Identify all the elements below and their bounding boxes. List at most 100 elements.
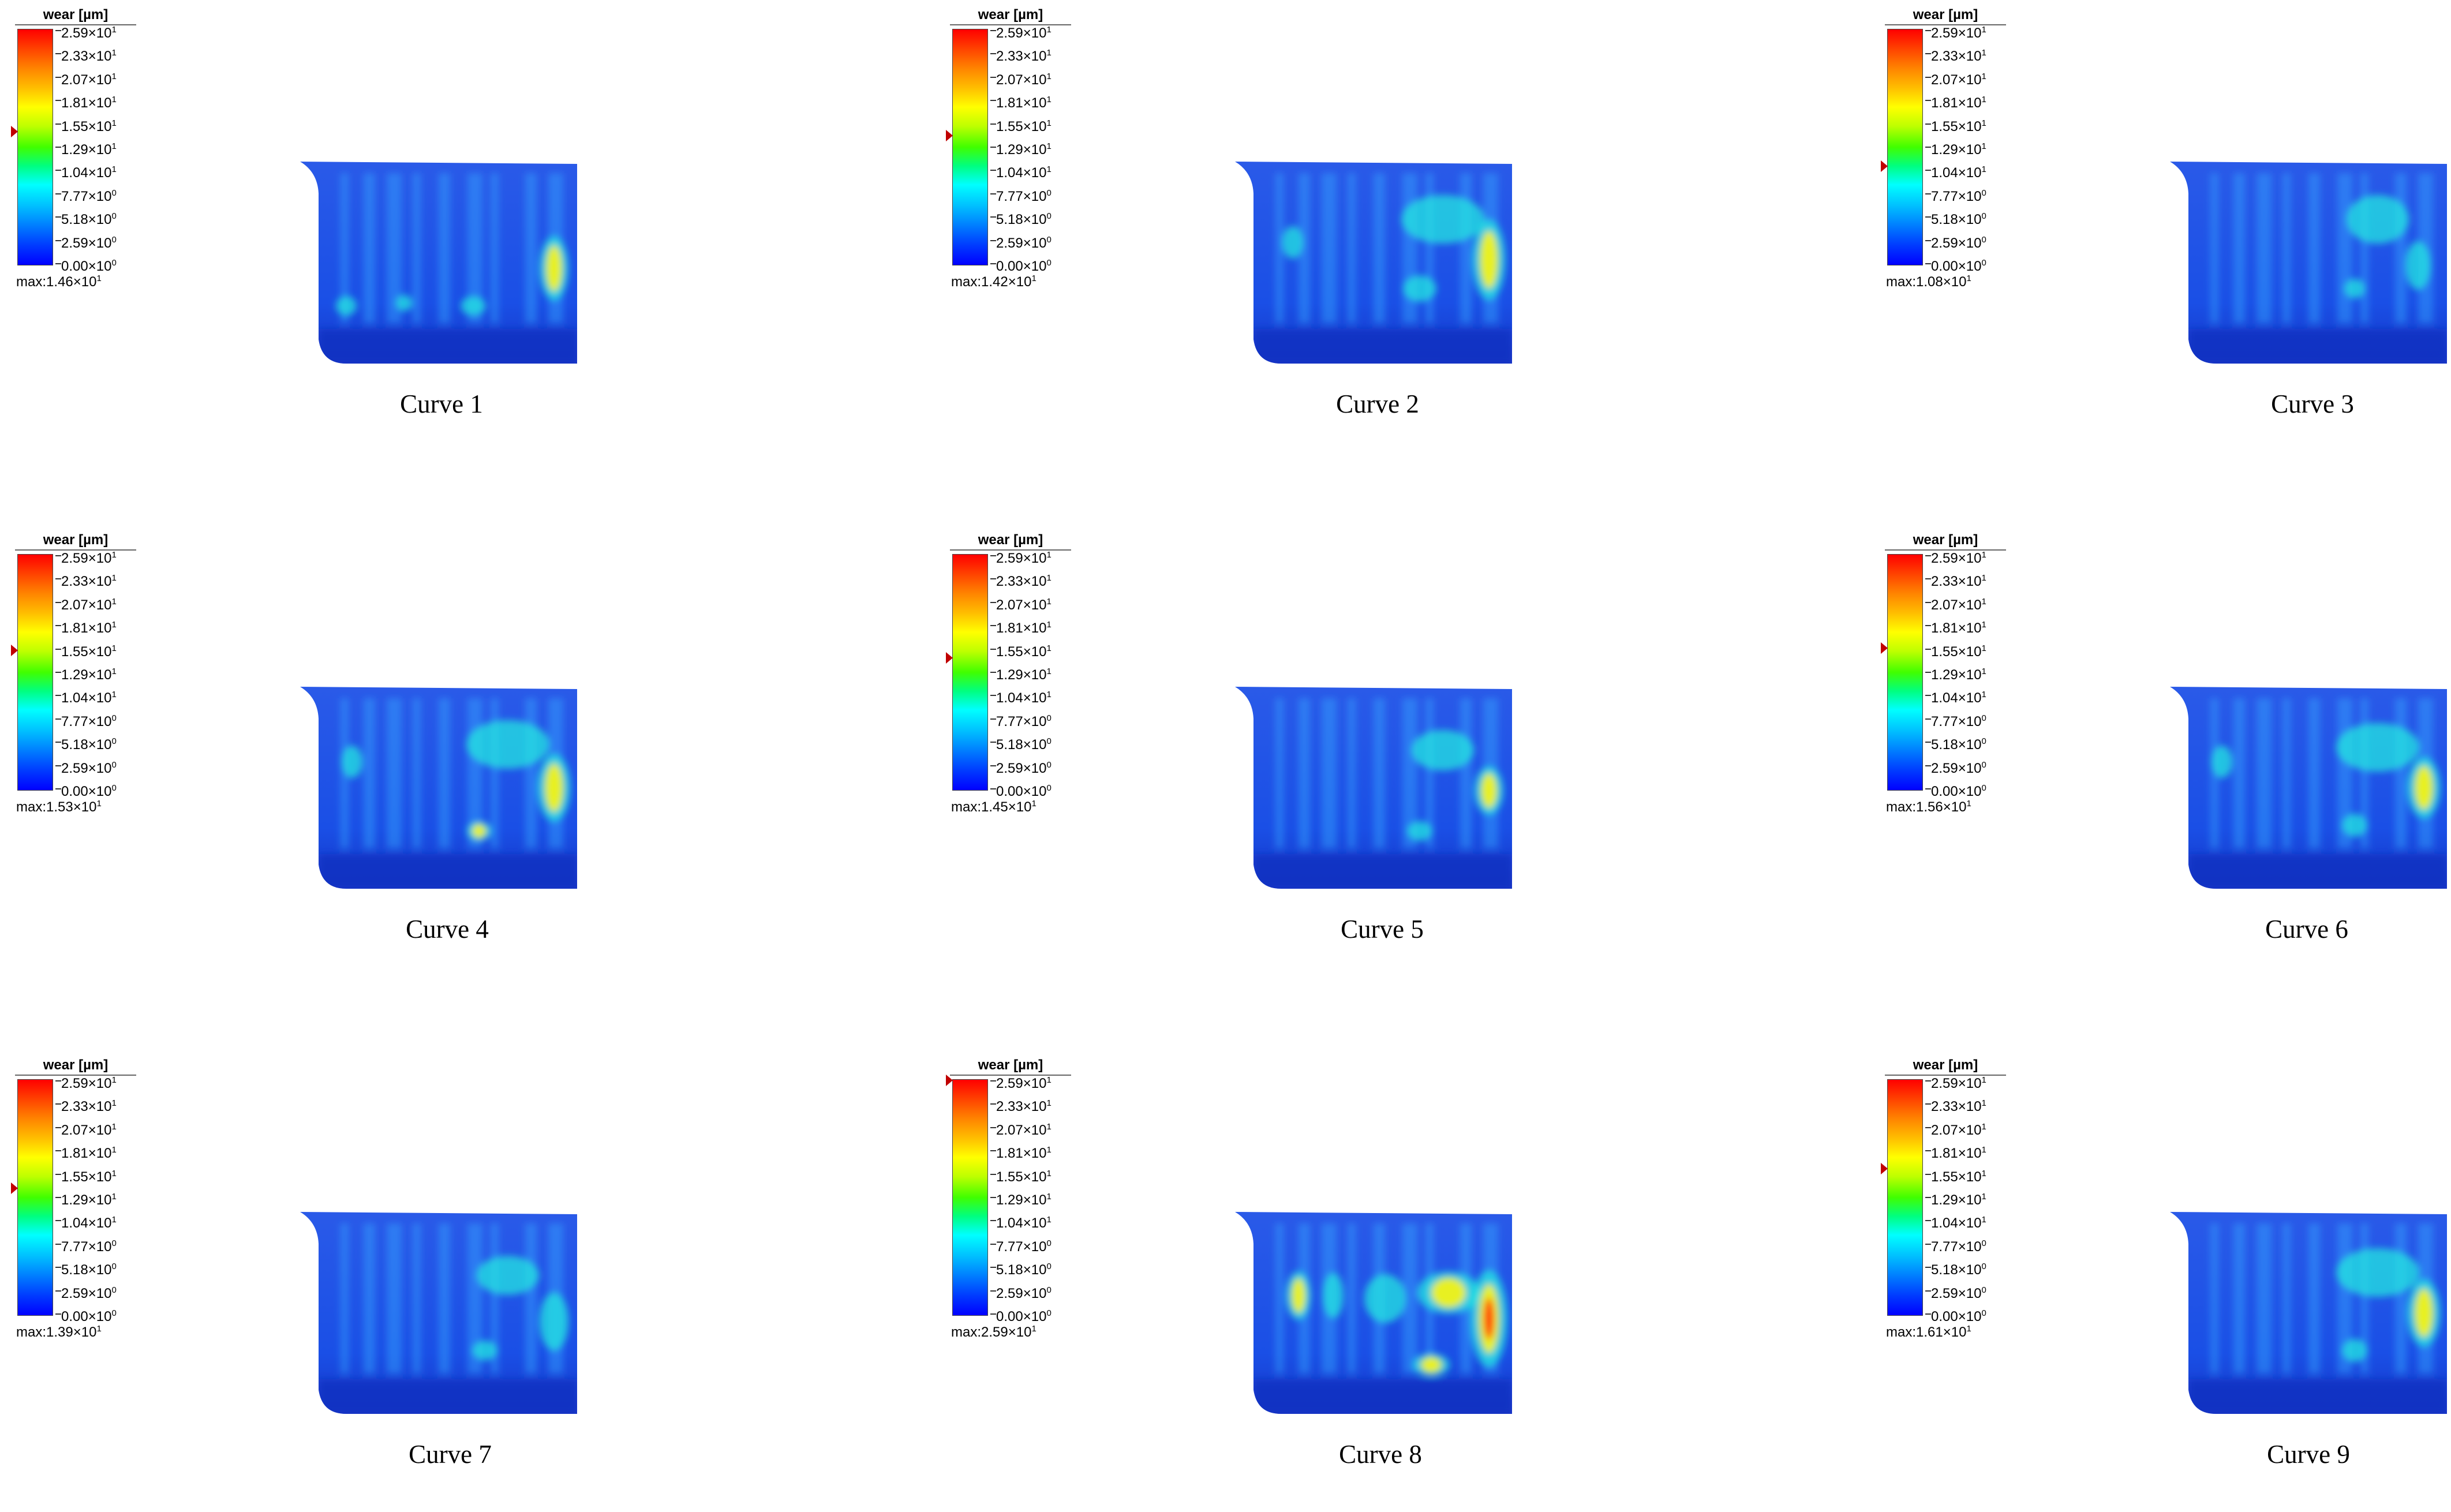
wear-legend: wear [µm] 2.59×101 2.33×101 2.07×101 1.81×10…	[946, 7, 1071, 290]
legend-title: wear [µm]	[1913, 532, 1978, 548]
wear-legend: wear [µm] 2.59×101 2.33×101 2.07×101 1.81×10…	[946, 1057, 1071, 1340]
tick-mantissa: 1.29	[1931, 142, 1958, 158]
colorbar-tick-label: 1.04×101	[61, 164, 117, 181]
colorbar	[1887, 554, 1923, 791]
wear-band	[1348, 698, 1356, 848]
colorbar-tick-label: 2.33×101	[1931, 48, 1986, 65]
wear-band	[1322, 698, 1337, 848]
wear-band	[2395, 1223, 2407, 1373]
tick-exponent: 0	[1046, 1238, 1052, 1248]
tick-mantissa: 1.29	[996, 142, 1023, 158]
colorbar-tick	[1925, 1197, 1931, 1198]
tick-exponent: 1	[1981, 118, 1986, 128]
max-prefix: max:	[951, 1324, 982, 1340]
wear-hotspot	[1401, 195, 1484, 244]
colorbar-tick-label: 5.18×100	[1931, 211, 1986, 228]
colorbar-tick	[55, 76, 61, 78]
colorbar-tick	[990, 53, 996, 55]
wear-band	[1374, 698, 1385, 848]
tick-mantissa: 7.77	[1931, 713, 1958, 729]
colorbar-tick-label: 1.55×101	[1931, 643, 1986, 660]
colorbar-tick-label: 0.00×100	[61, 783, 117, 799]
tick-exponent: 1	[111, 1168, 117, 1178]
wear-hotspot	[2344, 279, 2365, 298]
tick-mantissa: 1.55	[996, 118, 1023, 134]
tick-mantissa: 2.07	[61, 1122, 88, 1138]
colorbar-tick-label: 0.00×100	[996, 1308, 1052, 1324]
max-exponent: 1	[96, 1324, 102, 1334]
colorbar	[17, 29, 53, 265]
wear-band	[2282, 173, 2291, 323]
colorbar-tick	[55, 1243, 61, 1245]
wear-hotspot	[2342, 1339, 2367, 1362]
wear-band	[1299, 173, 1310, 323]
colorbar-tick-label: 2.33×101	[61, 48, 117, 65]
legend-title: wear [µm]	[978, 532, 1043, 548]
tick-exponent: 0	[1046, 759, 1052, 770]
colorbar-tick	[55, 147, 61, 148]
tick-mantissa: 2.33	[61, 574, 88, 590]
tick-exponent: 1	[1981, 1168, 1986, 1178]
tick-exponent: 1	[111, 667, 117, 676]
colorbar-tick-label: 1.29×101	[1931, 667, 1986, 683]
colorbar-tick	[1925, 648, 1931, 650]
tick-mantissa: 1.55	[61, 643, 88, 660]
colorbar-tick	[55, 263, 61, 264]
tick-mantissa: 2.07	[1931, 72, 1958, 88]
tick-mantissa: 0.00	[1931, 784, 1958, 799]
colorbar-tick	[1925, 1103, 1931, 1105]
tick-mantissa: 1.81	[61, 1146, 88, 1162]
max-label: max:2.59×101	[951, 1324, 1036, 1340]
colorbar-tick	[1925, 578, 1931, 580]
colorbar-tick	[55, 193, 61, 194]
colorbar-tick-label: 5.18×100	[1931, 736, 1986, 753]
colorbar-tick-label: 7.77×100	[61, 713, 117, 729]
max-marker	[946, 652, 953, 664]
colorbar-tick	[1925, 216, 1931, 218]
tick-exponent: 1	[1981, 141, 1986, 151]
tick-exponent: 0	[111, 1238, 117, 1248]
max-exponent: 1	[1031, 1324, 1036, 1334]
wear-band	[439, 1223, 450, 1373]
tick-mantissa: 1.55	[996, 1169, 1023, 1185]
wear-band	[491, 173, 499, 323]
legend-rule	[950, 1075, 1071, 1076]
colorbar	[1887, 1079, 1923, 1316]
colorbar-tick-label: 2.33×101	[61, 573, 117, 590]
tick-mantissa: 1.29	[1931, 1192, 1958, 1208]
tick-exponent: 0	[1046, 736, 1052, 747]
wear-band	[1299, 698, 1310, 848]
max-label: max:1.46×101	[16, 274, 102, 290]
colorbar-tick	[55, 718, 61, 720]
wear-band	[2233, 1223, 2245, 1373]
colorbar-tick	[990, 193, 996, 194]
tick-exponent: 1	[1046, 1192, 1052, 1202]
colorbar-tick	[1925, 742, 1931, 743]
max-marker	[1881, 642, 1888, 654]
colorbar-tick	[1925, 788, 1931, 789]
colorbar-tick-label: 2.07×101	[1931, 71, 1986, 88]
legend-title: wear [µm]	[978, 7, 1043, 23]
colorbar-tick-label: 2.59×101	[1931, 550, 1986, 566]
colorbar-tick-label: 1.04×101	[1931, 164, 1986, 181]
colorbar-tick	[990, 30, 996, 31]
colorbar-tick-label: 1.29×101	[61, 141, 117, 158]
tick-mantissa: 2.33	[1931, 48, 1958, 65]
legend-rule	[1885, 24, 2006, 25]
colorbar-tick	[1925, 1290, 1931, 1292]
wear-hotspot	[2336, 1248, 2419, 1297]
max-prefix: max:	[1886, 1324, 1917, 1340]
tick-exponent: 0	[1981, 1308, 1986, 1318]
colorbar-tick-label: 1.81×101	[996, 620, 1052, 637]
tick-mantissa: 1.29	[61, 142, 88, 158]
colorbar-tick-label: 1.29×101	[1931, 1192, 1986, 1208]
tick-exponent: 0	[1046, 1308, 1052, 1318]
tick-exponent: 1	[111, 1192, 117, 1202]
tick-exponent: 1	[1046, 1168, 1052, 1178]
max-marker	[11, 645, 18, 657]
colorbar-tick-label: 2.07×101	[61, 596, 117, 613]
wear-hotspot	[2211, 746, 2232, 778]
wear-contour-part	[1235, 1212, 1512, 1414]
colorbar-tick	[55, 765, 61, 766]
colorbar-tick-label: 1.29×101	[61, 1192, 117, 1208]
